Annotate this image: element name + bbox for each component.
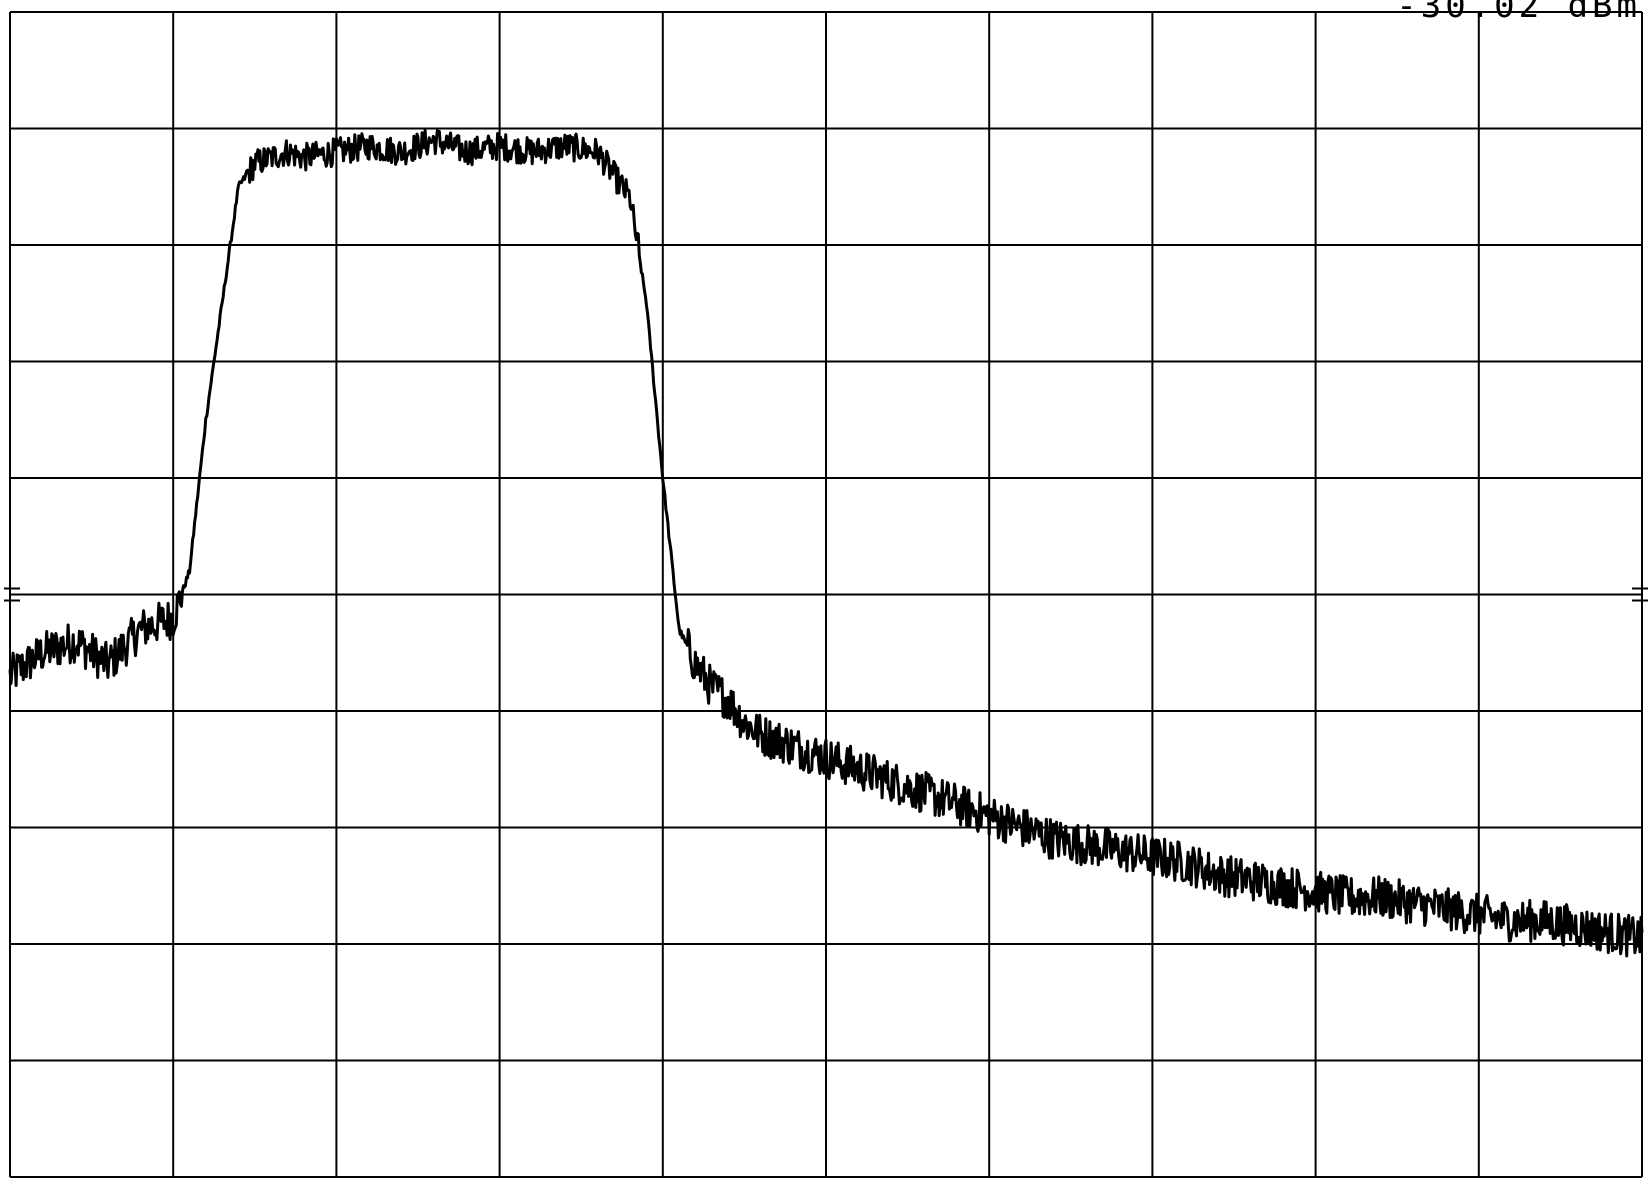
corner-readout: -30.02 dBm xyxy=(1396,0,1641,26)
reference-level-markers xyxy=(4,587,1648,602)
plot-grid xyxy=(9,11,1643,1178)
spectrum-trace xyxy=(8,129,1644,958)
